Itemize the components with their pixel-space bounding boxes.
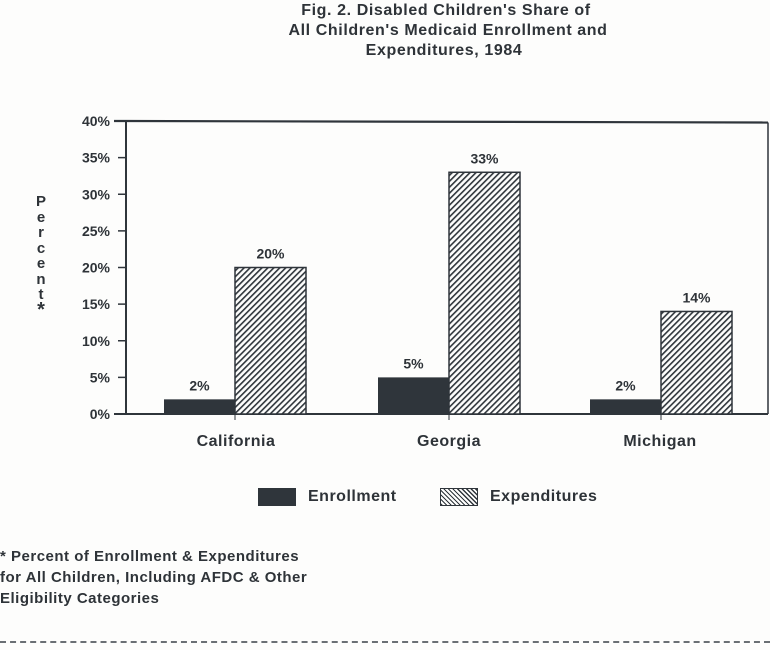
y-axis-label-letter: P	[35, 193, 46, 210]
y-axis-label-letter: c	[36, 239, 46, 257]
legend-expenditures: Expenditures	[440, 488, 597, 506]
bar-enrollment-georgia	[378, 377, 449, 414]
dashed-border-line	[0, 641, 770, 643]
bar-expenditures-michigan	[660, 310, 733, 415]
footnote: * Percent of Enrollment & Expenditures f…	[0, 546, 307, 609]
data-label: 5%	[403, 355, 424, 371]
legend-enrollment: Enrollment	[258, 488, 397, 506]
y-tick-label: 35%	[82, 150, 111, 166]
labels: 2% 20% California 5% 33% Georgia 2% 14% Michigan	[189, 150, 711, 450]
data-label: 14%	[682, 289, 711, 305]
legend-swatch-enrollment	[258, 488, 296, 506]
data-label: 33%	[470, 150, 499, 166]
y-axis-label-letter: r	[38, 224, 44, 241]
x-category-label: California	[197, 433, 276, 450]
footnote-line-2: for All Children, Including AFDC & Other	[0, 569, 308, 586]
footnote-line-3: Eligibility Categories	[0, 590, 160, 607]
bar-enrollment-michigan	[590, 399, 661, 414]
y-tick-label: 5%	[90, 369, 111, 385]
bar-expenditures-georgia	[448, 171, 521, 415]
bars	[164, 171, 733, 415]
data-label: 2%	[189, 377, 210, 393]
x-category-label: Michigan	[623, 433, 696, 450]
legend-label-expenditures: Expenditures	[490, 488, 598, 505]
y-axis-label-letter: t	[38, 286, 44, 303]
data-label: 20%	[256, 246, 285, 262]
y-tick-label: 0%	[90, 406, 111, 422]
footnote-line-1: * Percent of Enrollment & Expenditures	[0, 548, 300, 565]
y-tick-label: 15%	[82, 296, 111, 312]
y-tick-label: 25%	[82, 223, 111, 239]
title-line-2: All Children's Medicaid Enrollment and	[288, 22, 608, 39]
data-label: 2%	[615, 377, 636, 393]
bar-enrollment-california	[164, 399, 235, 414]
y-tick-label: 30%	[82, 186, 111, 202]
y-axis-label-letter: n	[36, 270, 46, 288]
y-tick-label: 10%	[82, 333, 111, 349]
title-line-3: Expenditures, 1984	[365, 42, 523, 59]
plot-top-border	[113, 119, 769, 124]
y-axis-label-letter: e	[36, 208, 46, 226]
bar-expenditures-california	[234, 266, 307, 415]
x-category-label: Georgia	[417, 433, 481, 450]
y-tick-label: 40%	[82, 113, 111, 129]
legend-label-enrollment: Enrollment	[308, 488, 397, 505]
title-line-1: Fig. 2. Disabled Children's Share of	[301, 2, 591, 19]
legend-swatch-expenditures	[440, 488, 478, 506]
y-axis-label-letter: e	[36, 255, 46, 272]
axes: 0% 5% 10% 15% 20% 25% 30% 35% 40%	[82, 113, 769, 422]
y-tick-label: 20%	[82, 260, 111, 276]
y-axis-label-letter: *	[37, 298, 45, 321]
